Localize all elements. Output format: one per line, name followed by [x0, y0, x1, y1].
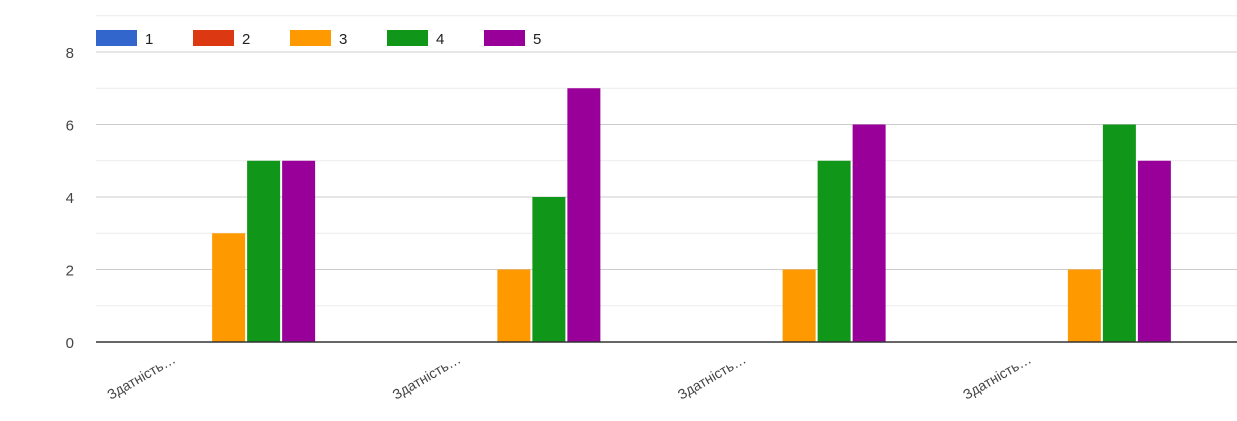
bar-series-3-category-2	[497, 269, 531, 342]
y-axis: 0 2 4 6 8	[66, 45, 74, 352]
legend-label-4: 4	[436, 31, 444, 48]
x-category-label: Здатність…	[675, 351, 749, 403]
legend-swatch-2	[193, 30, 234, 46]
bar-series-3-category-4	[1067, 269, 1101, 342]
bar-series-5-category-1	[282, 160, 316, 342]
legend-swatch-1	[96, 30, 137, 46]
x-category-label: Здатність…	[960, 351, 1034, 403]
bar-series-4-category-1	[247, 160, 281, 342]
bar-series-4-category-3	[817, 160, 851, 342]
bar-series-4-category-2	[532, 197, 566, 342]
y-tick-label: 6	[66, 118, 74, 135]
legend-label-2: 2	[242, 31, 250, 48]
legend-swatch-3	[290, 30, 331, 46]
legend-swatch-4	[387, 30, 428, 46]
bars	[212, 88, 1171, 342]
x-axis: Здатність… Здатність… Здатність… Здатність…	[104, 351, 1034, 403]
y-tick-label: 2	[66, 263, 74, 280]
bar-series-5-category-3	[852, 124, 886, 342]
bar-series-3-category-1	[212, 233, 246, 342]
bar-series-3-category-3	[782, 269, 816, 342]
legend-label-5: 5	[533, 31, 541, 48]
legend-label-3: 3	[339, 31, 347, 48]
legend-label-1: 1	[145, 31, 153, 48]
bar-series-5-category-4	[1137, 160, 1171, 342]
x-category-label: Здатність…	[389, 351, 463, 403]
x-category-label: Здатність…	[104, 351, 178, 403]
legend: 1 2 3 4 5	[96, 30, 541, 48]
y-tick-label: 8	[66, 45, 74, 62]
legend-swatch-5	[484, 30, 525, 46]
y-tick-label: 0	[66, 335, 74, 352]
bar-series-5-category-2	[567, 88, 601, 342]
bar-series-4-category-4	[1102, 124, 1136, 342]
y-tick-label: 4	[66, 190, 74, 207]
